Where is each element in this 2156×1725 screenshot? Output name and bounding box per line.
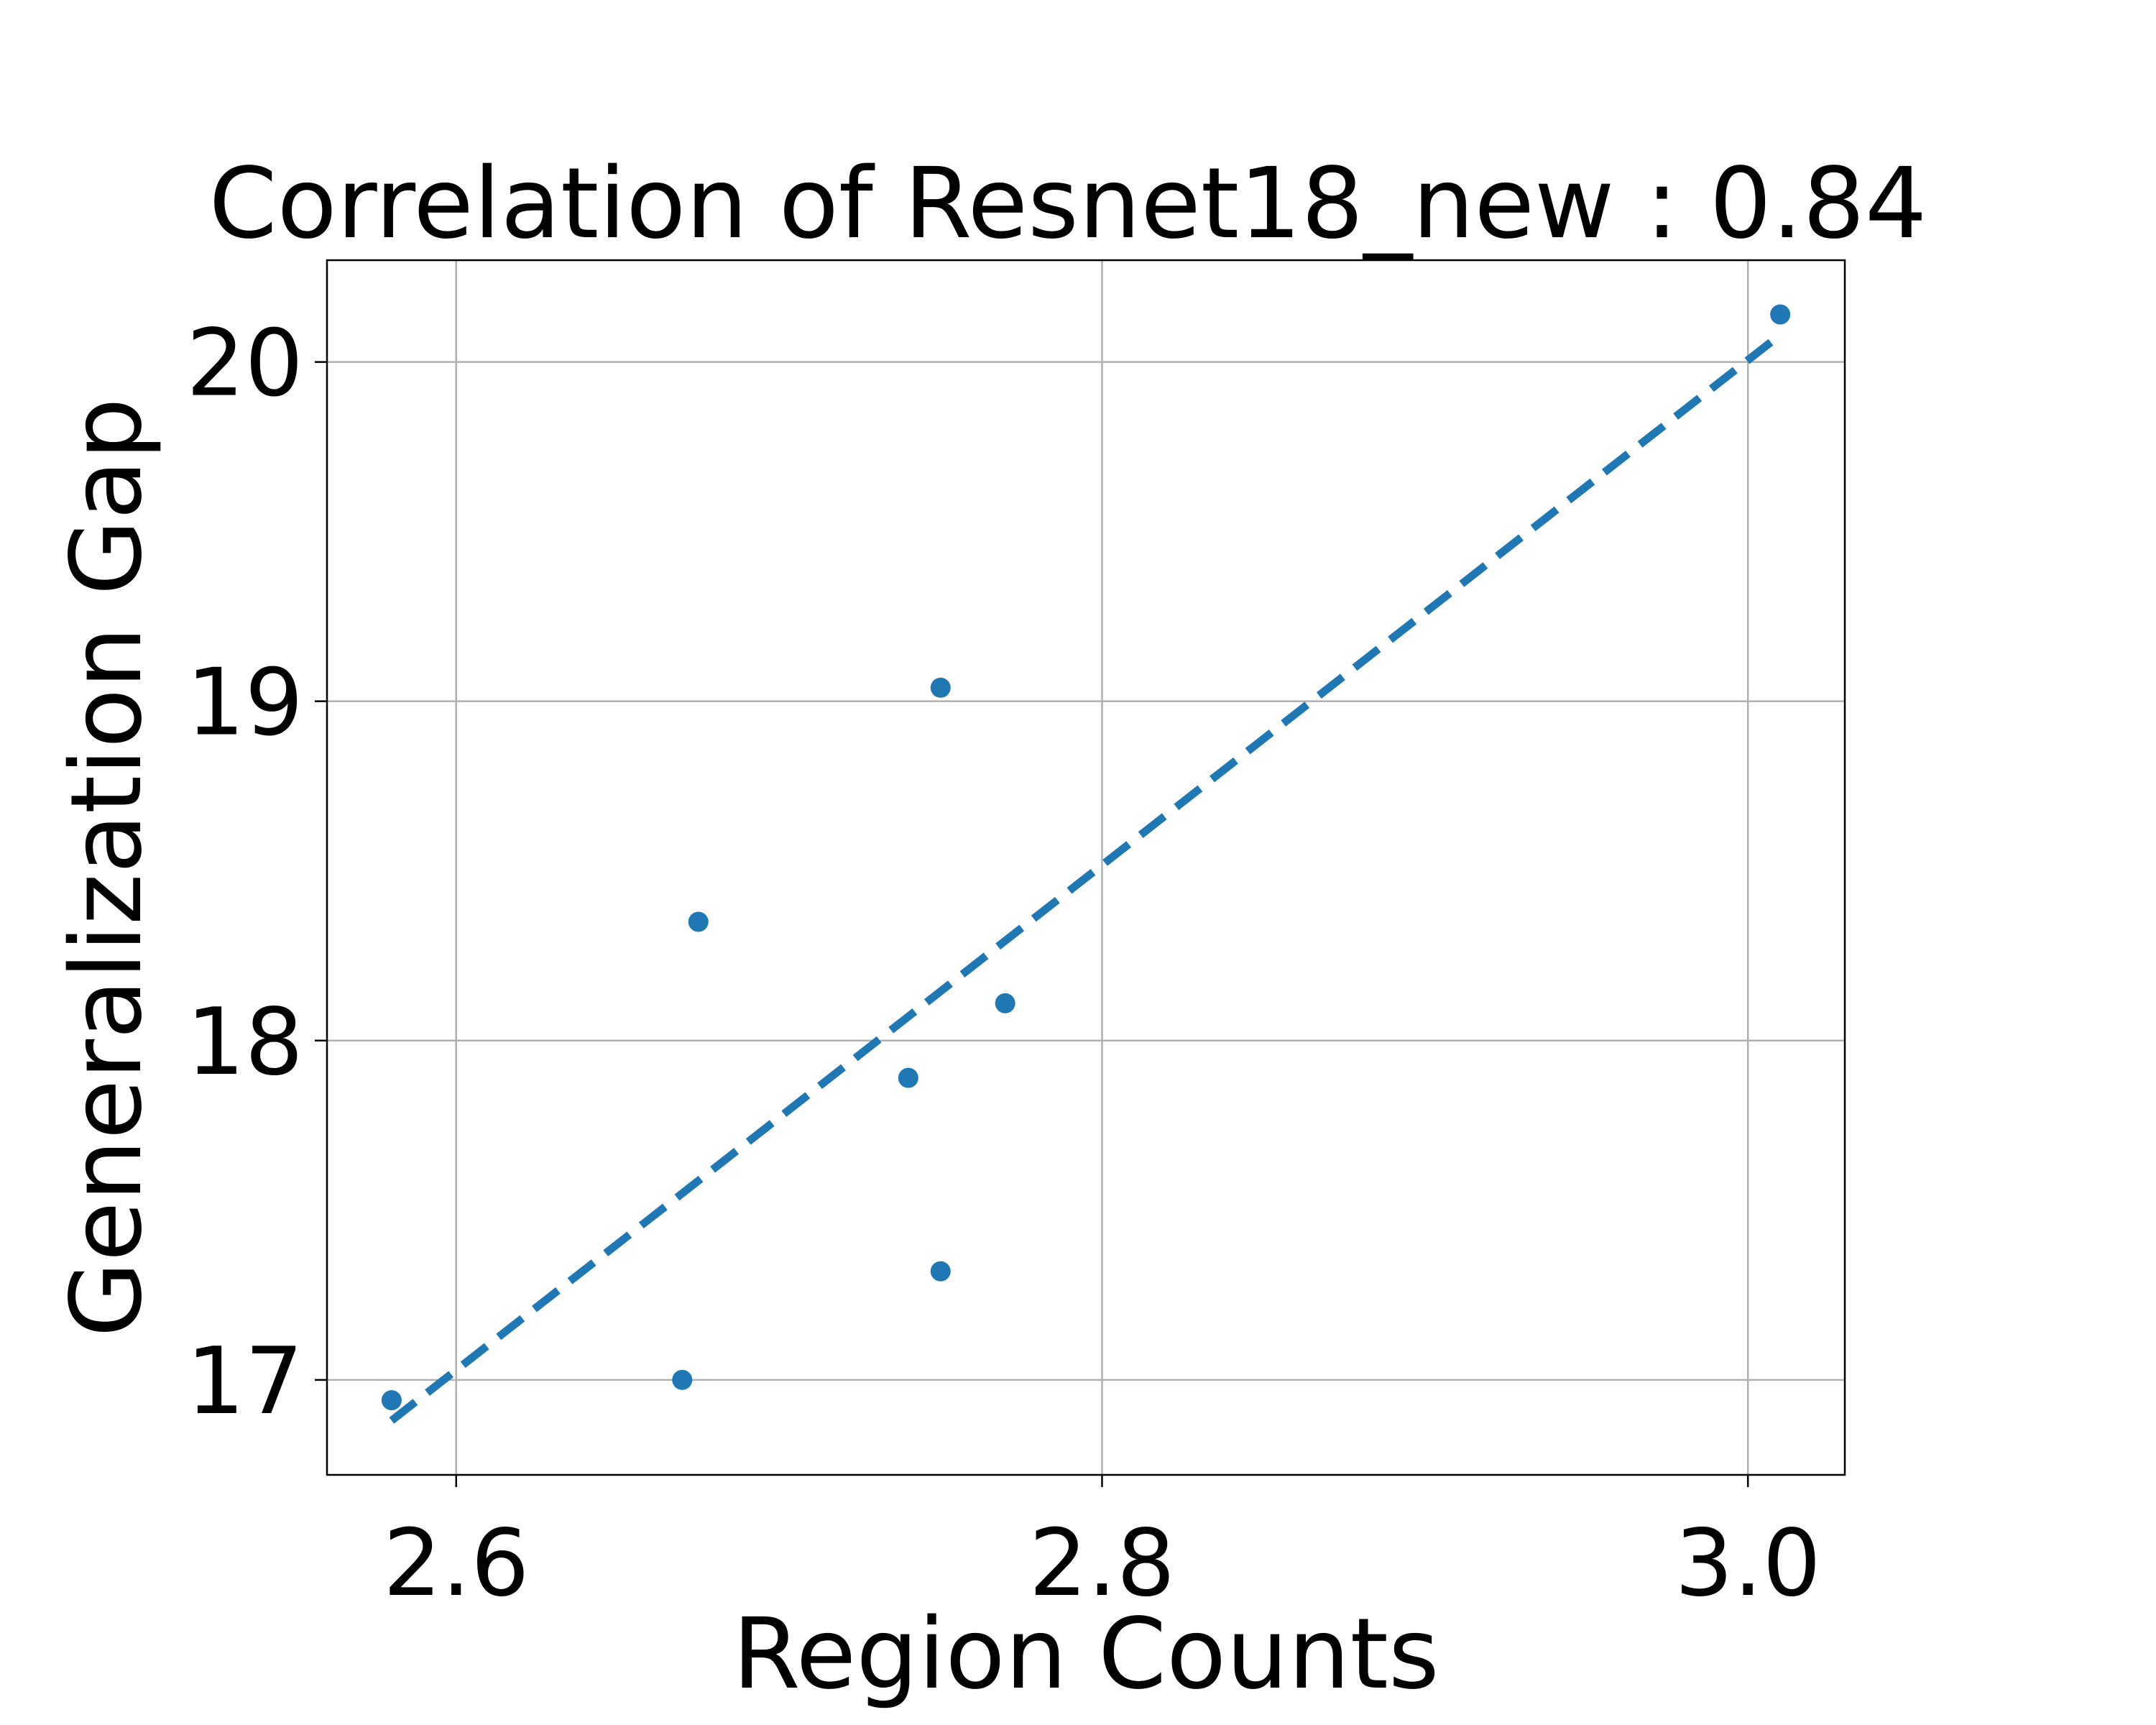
trend-line — [389, 331, 1783, 1424]
data-series — [381, 304, 1791, 1424]
plot-frame — [326, 259, 1846, 1476]
data-point-7 — [1770, 304, 1791, 325]
y-tick-label-0: 17 — [186, 1328, 303, 1435]
data-point-2 — [688, 911, 709, 932]
axis-ticks: 2.6 2.8 3.0 17 18 19 20 — [186, 310, 1821, 1617]
data-point-0 — [381, 1390, 402, 1411]
x-tick-label-2: 3.0 — [1674, 1510, 1821, 1617]
y-tick-label-1: 18 — [186, 989, 303, 1096]
data-point-6 — [995, 993, 1015, 1013]
grid-lines — [327, 260, 1845, 1475]
x-tick-label-1: 2.8 — [1029, 1510, 1176, 1617]
data-point-1 — [672, 1369, 693, 1390]
y-tick-label-3: 20 — [186, 310, 303, 418]
y-axis-label: Generalization Gap — [50, 397, 164, 1337]
data-point-4 — [930, 677, 951, 698]
x-tick-label-0: 2.6 — [383, 1510, 530, 1617]
data-point-3 — [898, 1067, 918, 1088]
y-tick-label-2: 19 — [186, 650, 303, 757]
x-axis-label: Region Counts — [732, 1598, 1439, 1711]
data-point-5 — [930, 1261, 951, 1282]
chart-title: Correlation of Resnet18_new : 0.84 — [209, 147, 1927, 261]
